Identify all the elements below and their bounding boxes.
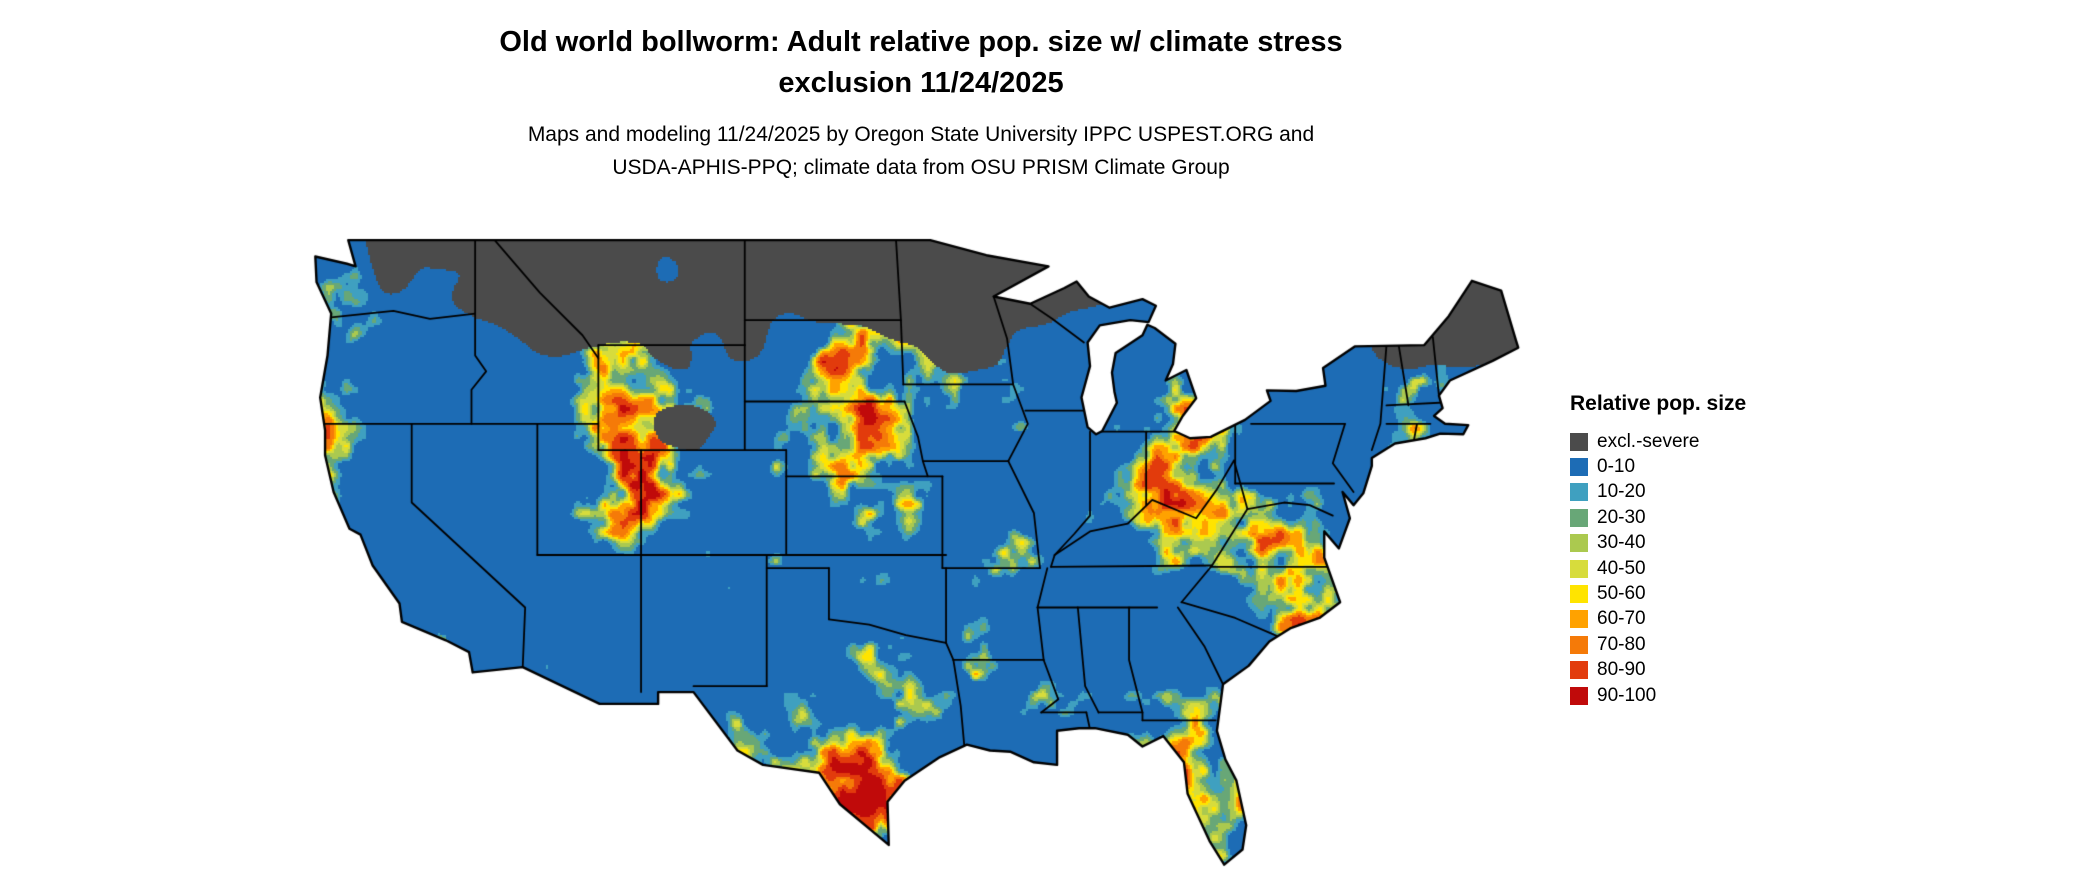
legend-label: excl.-severe — [1597, 430, 1700, 452]
legend-row: 0-10 — [1570, 454, 1820, 479]
us-map-canvas — [308, 227, 1528, 883]
legend-label: 90-100 — [1597, 684, 1657, 706]
legend-label: 0-10 — [1597, 456, 1636, 478]
legend-row: 10-20 — [1570, 480, 1820, 505]
legend-row: 40-50 — [1570, 556, 1820, 581]
legend-label: 70-80 — [1597, 633, 1646, 655]
legend-row: 90-100 — [1570, 683, 1820, 708]
legend-row: 50-60 — [1570, 581, 1820, 606]
legend-title: Relative pop. size — [1570, 392, 1747, 415]
legend-label: 20-30 — [1597, 506, 1646, 528]
map-subtitle: Maps and modeling 11/24/2025 by Oregon S… — [0, 118, 1842, 184]
legend-swatch-excl — [1570, 432, 1588, 451]
legend-label: 10-20 — [1597, 481, 1646, 503]
map-legend: Relative pop. size excl.-severe 0-10 10-… — [1570, 392, 1820, 708]
legend-row: 60-70 — [1570, 607, 1820, 632]
us-map — [308, 227, 1528, 883]
legend-label: 40-50 — [1597, 557, 1646, 579]
legend-row: 70-80 — [1570, 632, 1820, 657]
legend-row: 20-30 — [1570, 505, 1820, 530]
legend-swatch-70-80 — [1570, 635, 1588, 654]
subtitle-line1: Maps and modeling 11/24/2025 by Oregon S… — [527, 123, 1315, 146]
legend-label: 50-60 — [1597, 583, 1646, 605]
subtitle-line2: USDA-APHIS-PPQ; climate data from OSU PR… — [612, 156, 1230, 179]
legend-label: 60-70 — [1597, 608, 1646, 630]
legend-swatch-0-10 — [1570, 458, 1588, 477]
legend-swatch-40-50 — [1570, 559, 1588, 578]
legend-swatch-60-70 — [1570, 610, 1588, 629]
legend-row: 30-40 — [1570, 531, 1820, 556]
legend-swatch-50-60 — [1570, 585, 1588, 604]
legend-label: 80-90 — [1597, 659, 1646, 681]
page-title-line2: exclusion 11/24/2025 — [778, 67, 1064, 99]
map-header: Old world bollworm: Adult relative pop. … — [0, 22, 1842, 184]
legend-swatch-90-100 — [1570, 686, 1588, 705]
legend-row: excl.-severe — [1570, 429, 1820, 454]
legend-label: 30-40 — [1597, 532, 1646, 554]
legend-swatch-30-40 — [1570, 534, 1588, 553]
legend-swatch-20-30 — [1570, 508, 1588, 527]
legend-swatch-10-20 — [1570, 483, 1588, 502]
page-title-line1: Old world bollworm: Adult relative pop. … — [499, 26, 1343, 58]
legend-row: 80-90 — [1570, 658, 1820, 683]
legend-swatch-80-90 — [1570, 661, 1588, 680]
